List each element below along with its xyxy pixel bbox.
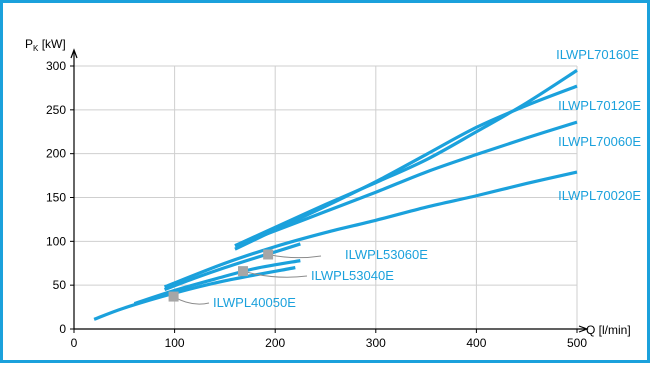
x-axis-arrow [578, 325, 589, 333]
series-line-ilwpl70160e [234, 69, 578, 248]
x-tick-label: 200 [265, 336, 285, 350]
y-axis-label: PK [kW] [25, 37, 66, 53]
series-label-ilwpl70120e: ILWPL70120E [558, 98, 641, 113]
y-tick-label: 300 [46, 59, 66, 73]
series-label-ilwpl70160e: ILWPL70160E [556, 47, 639, 62]
series-line-ilwpl53040e [133, 259, 301, 306]
series-label-ilwpl70020e: ILWPL70020E [558, 188, 641, 203]
series-label-ilwpl53060e: ILWPL53060E [345, 247, 428, 262]
y-tick-label: 200 [46, 147, 66, 161]
series-line-ilwpl53060e [163, 242, 301, 292]
x-axis-label: Q [l/min] [586, 323, 631, 337]
x-tick-label: 400 [466, 336, 486, 350]
series-line-ilwpl70020e [163, 170, 578, 289]
series-labels: ILWPL70160E ILWPL70120E ILWPL70060E ILWPL70… [168, 47, 641, 310]
axes: 0 100 200 300 400 500 0 50 100 150 200 250 300 [46, 48, 589, 350]
chart-svg: 0 100 200 300 400 500 0 50 100 150 200 250 300 ILWPL… [25, 37, 641, 350]
y-tick-label: 150 [46, 191, 66, 205]
y-tick-label: 250 [46, 103, 66, 117]
marker-ilwpl53040e [238, 266, 249, 277]
y-tick-label: 100 [46, 234, 66, 248]
x-tick-label: 300 [366, 336, 386, 350]
series-lines [93, 69, 578, 321]
series-label-ilwpl70060e: ILWPL70060E [558, 134, 641, 149]
y-axis-arrow [70, 48, 78, 59]
x-tick-label: 500 [567, 336, 587, 350]
x-tick-label: 100 [165, 336, 185, 350]
y-tick-label: 0 [59, 322, 66, 336]
x-tick-label: 0 [71, 336, 78, 350]
leader-line-ilwpl53040e [242, 270, 308, 278]
grid-lines [74, 65, 578, 329]
marker-ilwpl53060e [263, 249, 274, 260]
leader-line-ilwpl53060e [268, 253, 322, 259]
leader-line-ilwpl40050e [173, 296, 210, 305]
series-label-ilwpl40050e: ILWPL40050E [213, 295, 296, 310]
series-line-ilwpl70060e [234, 120, 578, 248]
series-label-ilwpl53040e: ILWPL53040E [311, 268, 394, 283]
marker-ilwpl40050e [168, 291, 179, 302]
y-tick-label: 50 [53, 278, 67, 292]
